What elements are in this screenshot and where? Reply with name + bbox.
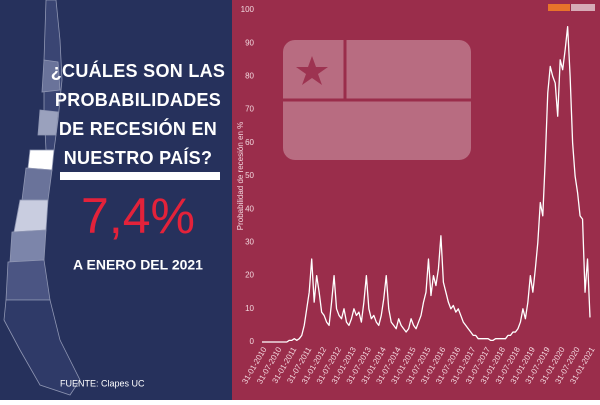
logo <box>571 4 595 11</box>
question-line: ¿CUÁLES SON LAS <box>51 60 226 81</box>
y-tick-label: 40 <box>245 204 254 213</box>
y-tick-label: 50 <box>245 171 254 180</box>
question-line: PROBABILIDADES <box>55 90 221 110</box>
right-panel <box>232 0 600 400</box>
y-tick-label: 90 <box>245 38 254 47</box>
map <box>3 0 81 396</box>
line <box>262 25 591 343</box>
y-tick-label: 0 <box>250 337 255 346</box>
divider <box>60 172 220 180</box>
y-tick-label: 70 <box>245 105 254 114</box>
question-line: NUESTRO PAÍS? <box>64 147 213 168</box>
y-tick-label: 100 <box>241 5 255 14</box>
y-axis-label: Probabilidad de recesión en % <box>236 122 245 231</box>
logo <box>548 4 570 11</box>
y-tick-label: 10 <box>245 304 254 313</box>
y-tick-label: 20 <box>245 271 254 280</box>
y-tick-label: 30 <box>245 238 254 247</box>
y-tick-label: 60 <box>245 138 254 147</box>
question-line: DE RECESIÓN EN <box>59 118 217 139</box>
flag-star <box>296 56 328 85</box>
y-tick-label: 80 <box>245 72 254 81</box>
period: A ENERO DEL 2021 <box>73 257 203 273</box>
source: FUENTE: Clapes UC <box>60 378 145 388</box>
flag <box>283 40 471 160</box>
headline-value: 7,4% <box>81 188 195 244</box>
